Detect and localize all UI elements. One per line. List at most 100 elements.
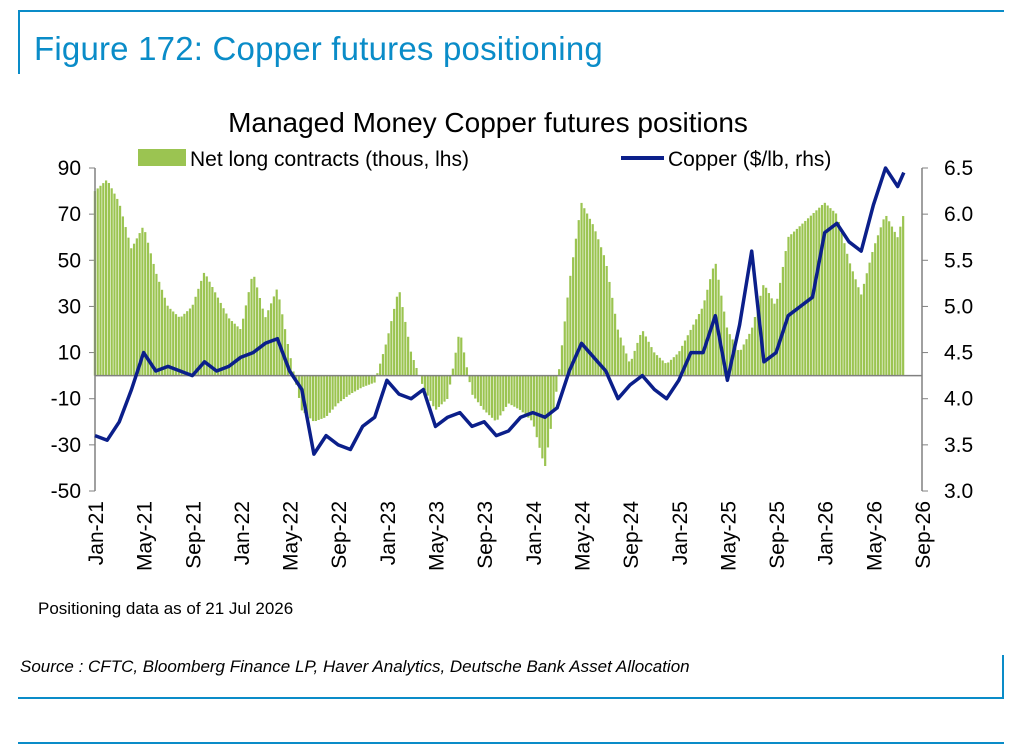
bar xyxy=(695,319,698,376)
bar xyxy=(862,283,866,376)
bar xyxy=(149,253,152,376)
bar xyxy=(356,375,359,390)
bar xyxy=(426,375,429,396)
bar xyxy=(532,375,536,427)
bar xyxy=(753,317,757,376)
bar xyxy=(415,367,418,376)
bar xyxy=(566,297,569,376)
bar xyxy=(703,300,706,376)
bar xyxy=(116,198,119,376)
bar xyxy=(518,375,522,410)
bar xyxy=(440,375,443,405)
bar xyxy=(524,375,527,416)
x-axis-tick-label: May-25 xyxy=(717,501,740,571)
bar xyxy=(437,375,440,407)
bar xyxy=(96,188,99,376)
bar xyxy=(692,324,695,376)
bar xyxy=(896,237,899,376)
bar xyxy=(370,375,373,384)
bar xyxy=(158,281,161,376)
bar xyxy=(594,231,597,376)
bar xyxy=(558,369,561,376)
bar xyxy=(510,375,513,406)
bar xyxy=(513,375,516,407)
bar xyxy=(446,375,449,400)
bar xyxy=(555,375,558,392)
bar xyxy=(876,235,880,376)
bar xyxy=(404,321,407,376)
bar xyxy=(728,334,731,376)
left-axis-tick-label: -30 xyxy=(51,434,81,457)
right-axis-tick-label: 3.5 xyxy=(944,434,973,457)
left-axis-tick-label: -50 xyxy=(51,480,81,503)
bar xyxy=(460,337,463,376)
bar xyxy=(745,339,748,376)
figure-frame-right xyxy=(1002,655,1004,697)
bar xyxy=(479,375,482,406)
bar xyxy=(697,314,701,376)
bar xyxy=(650,347,653,376)
bar xyxy=(395,296,399,376)
bar xyxy=(381,354,385,376)
bar xyxy=(622,345,625,376)
bar xyxy=(890,226,894,376)
bar xyxy=(647,341,650,376)
bar xyxy=(756,306,759,376)
bar xyxy=(605,266,608,376)
bar xyxy=(535,375,538,438)
bar xyxy=(608,281,611,376)
bar xyxy=(823,202,826,376)
bar xyxy=(681,345,684,376)
bar xyxy=(443,375,446,402)
bar xyxy=(214,292,217,376)
bar-series xyxy=(93,180,905,467)
bar xyxy=(398,292,401,376)
bar xyxy=(815,210,818,376)
bar xyxy=(806,218,810,376)
right-axis-tick-label: 4.5 xyxy=(944,342,973,365)
bar xyxy=(706,289,709,376)
right-axis-tick-label: 6.0 xyxy=(944,203,973,226)
x-axis-tick-label: Sep-22 xyxy=(328,501,351,569)
bar xyxy=(230,321,234,376)
figure-frame-top xyxy=(18,10,1004,12)
bar xyxy=(104,180,108,376)
bar xyxy=(323,375,326,418)
bar xyxy=(191,304,194,376)
x-axis-tick-label: Jan-26 xyxy=(815,501,838,565)
bar xyxy=(177,316,180,376)
bar xyxy=(546,375,550,448)
bar xyxy=(630,358,633,376)
bar xyxy=(611,297,614,376)
bar xyxy=(155,273,158,376)
bar xyxy=(767,293,771,376)
bar xyxy=(636,342,639,376)
bar xyxy=(468,375,471,383)
figure-frame-bottom xyxy=(18,697,1004,699)
bar xyxy=(627,361,631,376)
bar xyxy=(258,298,262,376)
bar xyxy=(197,288,200,376)
bar xyxy=(317,375,320,420)
bar xyxy=(261,308,264,376)
bar xyxy=(337,375,340,404)
bar xyxy=(311,375,315,422)
bar xyxy=(359,375,362,389)
bar xyxy=(379,363,382,376)
x-axis-tick-label: May-22 xyxy=(280,501,303,571)
bar xyxy=(471,375,474,395)
bar xyxy=(292,371,295,376)
x-axis-tick-label: Jan-25 xyxy=(669,501,692,565)
bar xyxy=(871,252,874,376)
bar xyxy=(99,185,102,376)
bar xyxy=(602,255,606,376)
bar xyxy=(278,299,281,376)
bar xyxy=(331,375,334,410)
bar xyxy=(233,323,236,376)
bar xyxy=(174,314,178,376)
bar xyxy=(795,228,798,376)
bar xyxy=(194,296,197,376)
bar xyxy=(367,375,371,385)
bar xyxy=(737,350,740,376)
